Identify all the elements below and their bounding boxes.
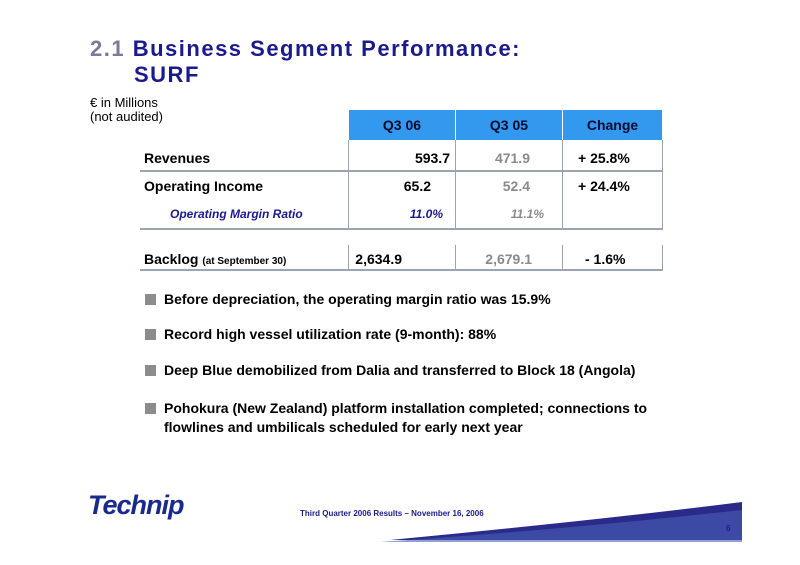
header-q305: Q3 05 <box>456 110 562 140</box>
row-label-revenues: Revenues <box>144 150 211 166</box>
header-q306: Q3 06 <box>349 110 455 140</box>
revenues-q306: 593.7 <box>414 150 450 166</box>
backlog-label: Backlog <box>144 251 199 267</box>
footer-swoosh-graphic <box>380 502 742 542</box>
title-line-1: Business Segment Performance: <box>132 36 521 61</box>
slide-title: 2.1 Business Segment Performance: SURF <box>90 36 521 88</box>
column-divider <box>348 140 349 230</box>
header-change: Change <box>563 110 662 140</box>
bullet-item: Pohokura (New Zealand) platform installa… <box>145 399 705 437</box>
column-divider <box>562 245 563 271</box>
row-divider <box>140 170 663 172</box>
units-audit-note: (not audited) <box>90 109 163 124</box>
technip-logo: Technip <box>88 490 184 520</box>
column-divider <box>662 245 663 271</box>
row-label-operating-margin: Operating Margin Ratio <box>170 207 303 221</box>
backlog-q306: 2,634.9 <box>355 251 402 267</box>
bullet-item: Record high vessel utilization rate (9-m… <box>145 325 496 344</box>
footer-text: Third Quarter 2006 Results – November 16… <box>300 509 484 518</box>
revenues-change: + 25.8% <box>578 150 630 166</box>
units-currency: € in Millions <box>90 95 158 110</box>
bullet-square-icon <box>145 329 156 340</box>
operating-income-change: + 24.4% <box>578 178 630 194</box>
title-line-2: SURF <box>134 62 200 87</box>
row-label-operating-income: Operating Income <box>144 178 264 194</box>
bullet-item: Deep Blue demobilized from Dalia and tra… <box>145 361 635 380</box>
backlog-q305: 2,679.1 <box>485 251 532 267</box>
operating-margin-q305: 11.1% <box>510 207 544 221</box>
operating-income-q306: 65.2 <box>403 178 431 194</box>
column-divider <box>455 245 456 271</box>
logo-text: Technip <box>88 490 184 520</box>
bullet-item: Before depreciation, the operating margi… <box>145 290 551 309</box>
column-divider <box>662 140 663 230</box>
section-number: 2.1 <box>90 36 126 61</box>
column-divider <box>455 140 456 230</box>
operating-margin-q306: 11.0% <box>409 207 443 221</box>
backlog-change: - 1.6% <box>585 251 626 267</box>
column-divider <box>562 140 563 230</box>
operating-income-q305: 52.4 <box>502 178 530 194</box>
bullet-square-icon <box>145 403 156 414</box>
row-divider <box>140 228 663 230</box>
bullet-square-icon <box>145 294 156 305</box>
revenues-q305: 471.9 <box>494 150 530 166</box>
column-divider <box>348 245 349 271</box>
row-label-backlog: Backlog (at September 30) <box>144 251 286 267</box>
backlog-label-note: (at September 30) <box>202 256 287 267</box>
bullet-square-icon <box>145 365 156 376</box>
units-note: € in Millions (not audited) <box>90 96 163 124</box>
row-divider <box>140 269 663 271</box>
page-number: 6 <box>726 524 731 533</box>
